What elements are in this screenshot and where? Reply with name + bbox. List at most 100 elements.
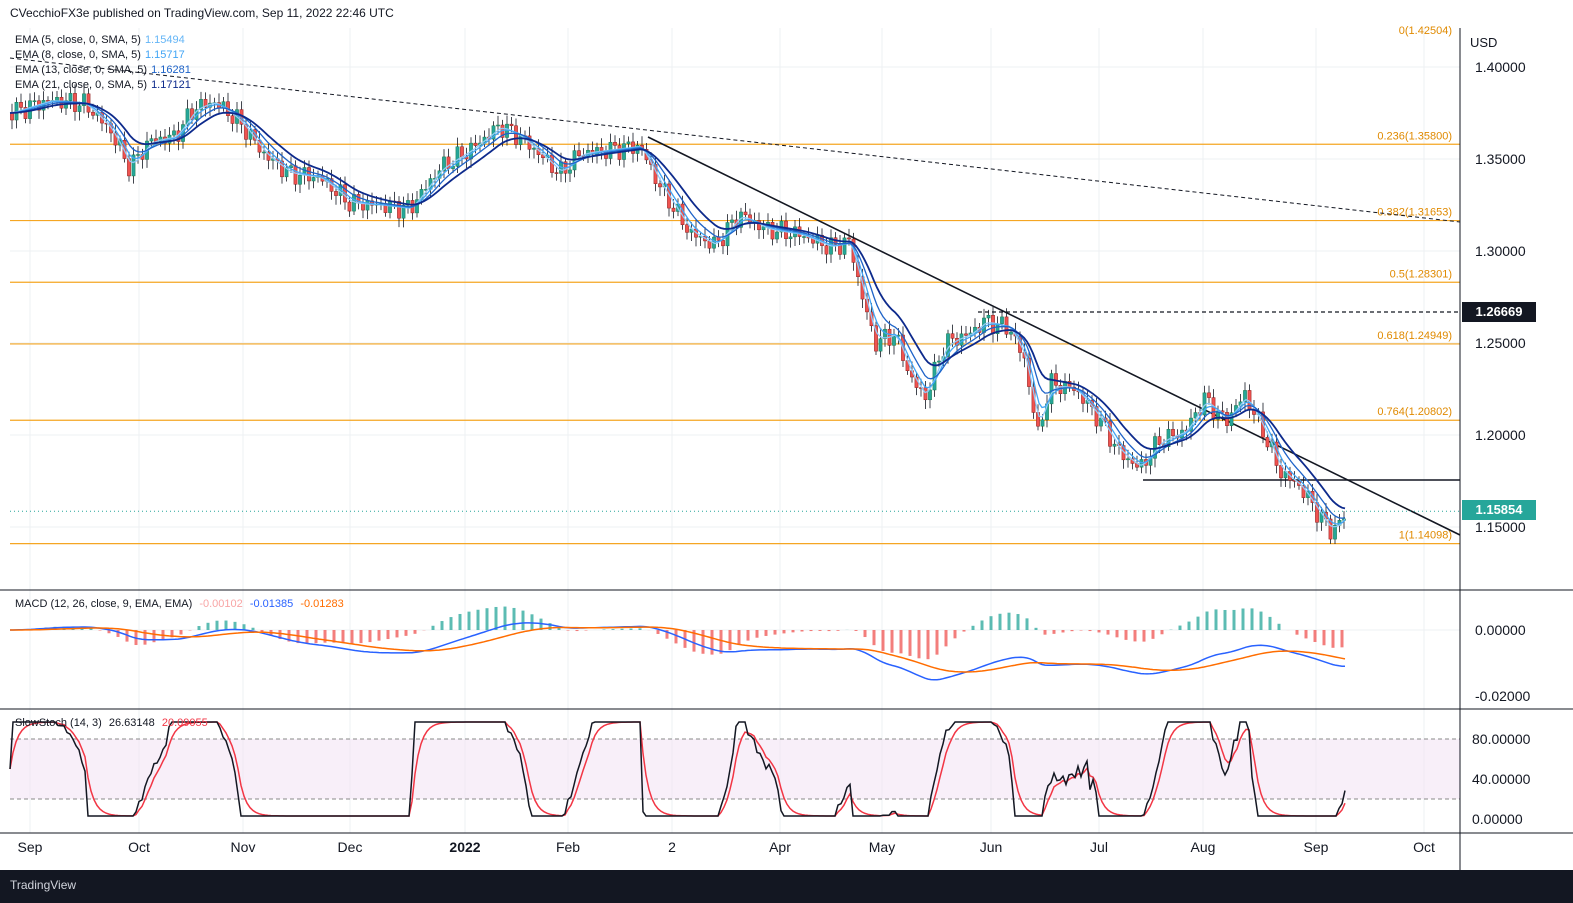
candle-body [496, 124, 500, 127]
candle-body [1000, 316, 1004, 324]
macd-histogram-bar [665, 630, 669, 639]
candle-body [1009, 331, 1013, 335]
ema-line-2 [9, 101, 1346, 519]
macd-histogram-bar [395, 630, 399, 638]
candle-body [55, 97, 59, 101]
macd-histogram-bar [899, 630, 903, 654]
macd-histogram-bar [728, 630, 732, 651]
macd-histogram-bar [1196, 616, 1200, 630]
macd-histogram-bar [863, 630, 867, 638]
candle-body [1094, 406, 1099, 427]
macd-histogram-bar [224, 620, 228, 630]
candle-body [658, 183, 662, 188]
macd-histogram-bar [260, 630, 264, 632]
macd-histogram-bar [566, 630, 570, 631]
candle-body [473, 142, 478, 146]
macd-histogram-bar [521, 610, 525, 630]
macd-histogram-bar [917, 630, 921, 659]
candle-body [280, 160, 284, 178]
macd-histogram-bar [1151, 630, 1155, 639]
candle-body [937, 360, 941, 363]
fib-level-label: 0.5(1.28301) [1390, 268, 1452, 280]
descending-trendline [647, 136, 1461, 536]
candle-body [1171, 429, 1175, 437]
candle-body [505, 123, 509, 138]
macd-histogram-bar [287, 630, 291, 642]
ema-5-legend: EMA (5, close, 0, SMA, 5) 1.15494 [15, 34, 185, 46]
ema-21-legend: EMA (21, close, 0, SMA, 5) 1.17121 [15, 79, 191, 91]
macd-histogram-bar [809, 630, 813, 632]
macd-histogram-bar [1043, 630, 1047, 635]
macd-histogram-bar [1259, 611, 1263, 630]
candle-body [298, 174, 302, 185]
candle-body [1193, 412, 1198, 419]
candle-body [1243, 390, 1247, 403]
macd-histogram-bar [944, 630, 948, 647]
stoch-tick-label: 0.00000 [1472, 811, 1523, 827]
candle-body [397, 201, 401, 219]
macd-histogram-bar [881, 630, 885, 651]
candle-body [10, 112, 14, 121]
ema-line-1 [9, 100, 1346, 525]
candle-body [554, 172, 559, 174]
macd-histogram-bar [314, 630, 318, 644]
grid-lines [10, 28, 1460, 833]
macd-histogram-bar [1034, 627, 1038, 630]
candle-body [770, 222, 775, 240]
macd-histogram-bar [980, 620, 984, 630]
trendlines [9, 57, 1461, 536]
price-tick-label: 1.35000 [1475, 151, 1526, 167]
macd-histogram-bar [404, 630, 408, 636]
macd-histogram-bar [215, 620, 219, 630]
candle-body [824, 245, 829, 255]
fib-level-label: 0.382(1.31653) [1377, 207, 1452, 219]
macd-histogram-bar [89, 628, 93, 630]
macd-histogram-bar [962, 630, 966, 632]
tradingview-logo[interactable]: TradingView [10, 878, 77, 892]
macd-histogram-bar [827, 630, 831, 632]
candle-body [1207, 392, 1211, 398]
macd-histogram-bar [611, 629, 615, 630]
price-tick-label: 1.30000 [1475, 243, 1526, 259]
macd-pane [10, 606, 1460, 681]
macd-histogram-bar [278, 630, 282, 639]
candle-body [131, 154, 136, 177]
macd-histogram-bar [1241, 608, 1245, 630]
macd-histogram-bar [458, 613, 462, 630]
candle-body [802, 236, 806, 238]
candle-body [32, 100, 37, 102]
candle-body [518, 135, 523, 145]
macd-histogram-bar [890, 630, 894, 653]
candle-body [568, 169, 572, 174]
macd-histogram-bar [1178, 625, 1182, 630]
candle-body [847, 237, 851, 240]
macd-histogram-bar [1007, 612, 1011, 630]
chart-canvas[interactable]: 0(1.42504) 0.236(1.35800) 0.382(1.31653) 0.… [0, 0, 1573, 870]
candle-body [509, 123, 514, 127]
ema-8-legend: EMA (8, close, 0, SMA, 5) 1.15717 [15, 49, 185, 61]
macd-histogram-bar [431, 625, 435, 630]
macd-line [10, 622, 1346, 681]
currency-label: USD [1470, 35, 1497, 50]
candle-body [68, 93, 73, 101]
macd-histogram-bar [485, 608, 489, 630]
candle-body [293, 165, 298, 185]
candle-body [878, 338, 883, 352]
candle-body [685, 224, 689, 233]
candle-body [23, 107, 28, 119]
macd-histogram-bar [368, 630, 372, 643]
candle-body [757, 220, 761, 231]
macd-histogram-bar [800, 630, 804, 632]
macd-histogram-bar [1133, 630, 1137, 642]
macd-histogram-bar [755, 630, 759, 638]
candle-body [91, 111, 95, 116]
macd-histogram-bar [1205, 611, 1209, 630]
macd-histogram-bar [575, 630, 579, 632]
macd-signal-line [10, 626, 1346, 673]
macd-histogram-bar [386, 630, 390, 640]
candle-body [626, 141, 631, 144]
candle-body [775, 231, 779, 240]
macd-histogram-bar [1340, 630, 1344, 648]
candle-body [230, 115, 235, 124]
candle-body [1229, 412, 1234, 426]
